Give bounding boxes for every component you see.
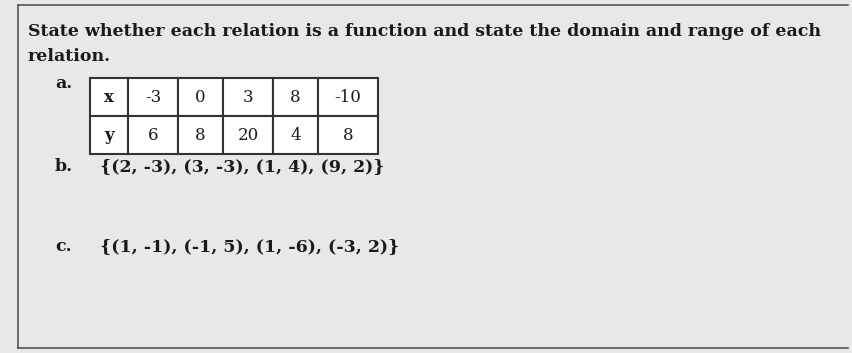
Bar xyxy=(273,116,318,154)
Bar xyxy=(318,116,377,154)
Text: -10: -10 xyxy=(334,89,361,106)
Text: 8: 8 xyxy=(290,89,301,106)
Text: {(2, -3), (3, -3), (1, 4), (9, 2)}: {(2, -3), (3, -3), (1, 4), (9, 2)} xyxy=(100,158,384,175)
Text: relation.: relation. xyxy=(28,48,111,65)
Text: State whether each relation is a function and state the domain and range of each: State whether each relation is a functio… xyxy=(28,23,820,40)
Text: 20: 20 xyxy=(237,126,258,144)
Text: 0: 0 xyxy=(195,89,205,106)
Bar xyxy=(90,78,128,116)
Bar xyxy=(273,78,318,116)
Text: -3: -3 xyxy=(145,89,161,106)
Text: x: x xyxy=(104,89,114,106)
Text: 8: 8 xyxy=(343,126,353,144)
Bar xyxy=(222,78,273,116)
Bar xyxy=(178,116,222,154)
Text: {(1, -1), (-1, 5), (1, -6), (-3, 2)}: {(1, -1), (-1, 5), (1, -6), (-3, 2)} xyxy=(100,238,399,255)
Text: b.: b. xyxy=(55,158,73,175)
Bar xyxy=(90,116,128,154)
Bar xyxy=(128,78,178,116)
Bar xyxy=(318,78,377,116)
Text: c.: c. xyxy=(55,238,72,255)
Bar xyxy=(178,78,222,116)
Text: 3: 3 xyxy=(243,89,253,106)
Bar xyxy=(128,116,178,154)
Text: 6: 6 xyxy=(147,126,158,144)
Text: 8: 8 xyxy=(195,126,205,144)
Bar xyxy=(222,116,273,154)
Text: a.: a. xyxy=(55,75,72,92)
Text: 4: 4 xyxy=(290,126,301,144)
Text: y: y xyxy=(104,126,113,144)
